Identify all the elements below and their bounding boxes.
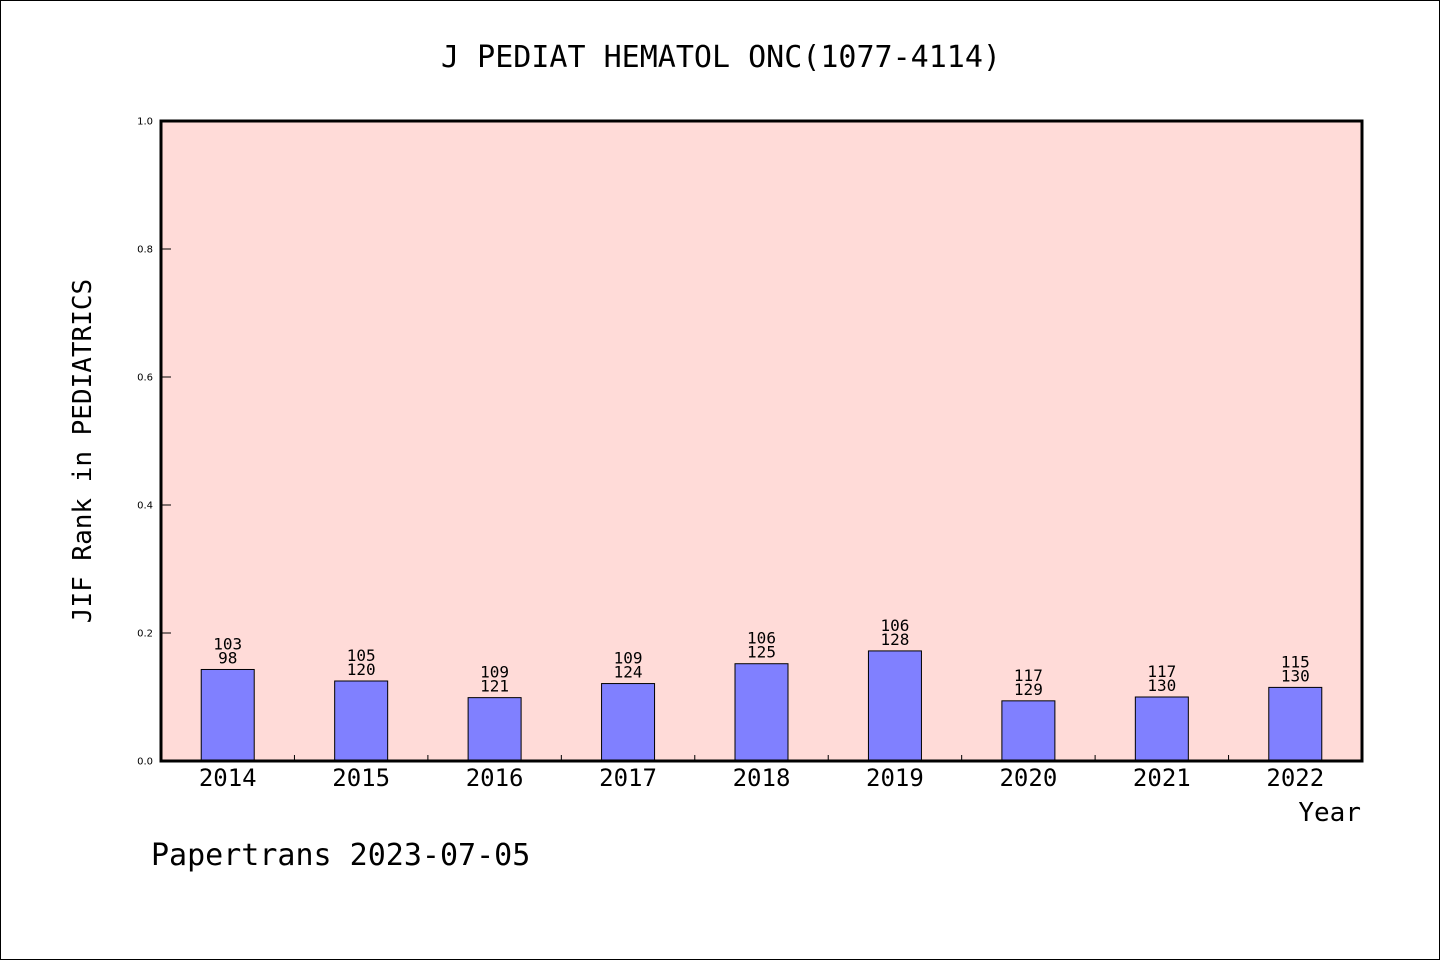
bar-total-label: 124 (614, 663, 643, 682)
y-tick-label: 1.0 (137, 117, 153, 128)
bar-2015 (334, 680, 389, 762)
y-tick-label: 0.6 (137, 373, 153, 384)
bar-total-label: 121 (480, 677, 509, 696)
bar-rank-label: 109 (480, 663, 509, 682)
x-tick-label: 2018 (733, 764, 791, 792)
bar-2014 (200, 668, 255, 762)
x-axis-label: Year (1298, 798, 1361, 828)
x-tick-label: 2015 (332, 764, 390, 792)
x-tick-label: 2021 (1133, 764, 1191, 792)
x-axis: 2014 2015 2016 2017 2018 2019 2020 2021 2022 (199, 755, 1324, 792)
bar-2018 (734, 663, 789, 762)
bar-2020 (1001, 700, 1056, 762)
y-tick-label: 0.4 (137, 501, 153, 512)
bar-rank-label: 103 (213, 634, 242, 653)
bar-rank-label: 115 (1281, 652, 1310, 671)
bar-rank-label: 105 (347, 646, 376, 665)
y-tick-label: 0.8 (137, 245, 153, 256)
x-tick-label: 2014 (199, 764, 257, 792)
x-tick-label: 2020 (999, 764, 1057, 792)
bar-total-label: 125 (747, 643, 776, 662)
bar-total-label: 120 (347, 660, 376, 679)
x-tick-label: 2022 (1266, 764, 1324, 792)
chart-title: J PEDIAT HEMATOL ONC(1077-4114) (441, 40, 1001, 75)
bar-total-label: 98 (218, 648, 237, 667)
footer-text: Papertrans 2023-07-05 (151, 838, 530, 873)
bar-rank-label: 106 (880, 616, 909, 635)
bar-total-label: 129 (1014, 680, 1043, 699)
bar-total-label: 130 (1147, 676, 1176, 695)
bar-rank-label: 117 (1147, 662, 1176, 681)
bar-rank-label: 106 (747, 629, 776, 648)
y-tick-label: 0.0 (137, 757, 153, 768)
bar-2021 (1134, 696, 1189, 762)
bar-2022 (1268, 686, 1323, 762)
bars (200, 650, 1323, 762)
plot-area (161, 121, 1362, 761)
bar-rank-label: 109 (614, 649, 643, 668)
x-tick-label: 2017 (599, 764, 657, 792)
bar-total-label: 130 (1281, 666, 1310, 685)
bar-total-label: 128 (880, 630, 909, 649)
y-tick-label: 0.2 (137, 629, 153, 640)
x-tick-label: 2019 (866, 764, 924, 792)
bar-2019 (867, 650, 922, 762)
bar-2016 (467, 697, 522, 762)
bar-rank-label: 117 (1014, 666, 1043, 685)
x-tick-label: 2016 (466, 764, 524, 792)
bar-2017 (601, 683, 656, 762)
y-axis-label: JIF Rank in PEDIATRICS (68, 279, 98, 623)
plot-border (159, 119, 1364, 763)
